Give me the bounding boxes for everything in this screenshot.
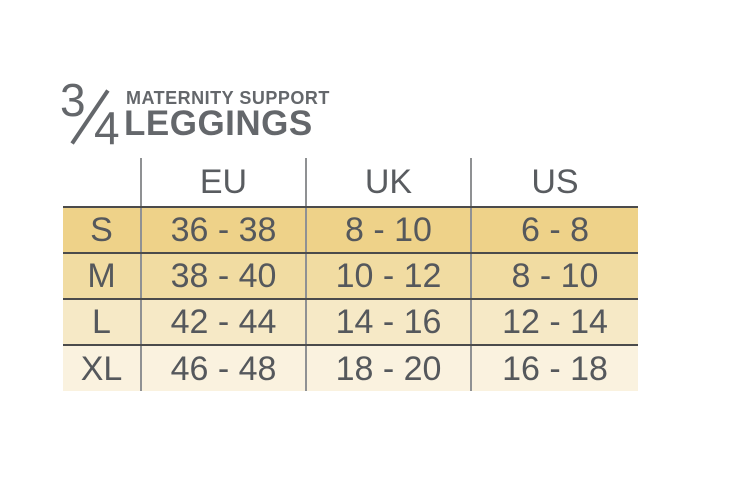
column-header-eu: EU bbox=[140, 158, 305, 206]
us-value: 8 - 10 bbox=[470, 254, 638, 298]
table-row-s: S 36 - 38 8 - 10 6 - 8 bbox=[63, 206, 638, 252]
product-title: LEGGINGS bbox=[124, 104, 313, 143]
uk-value: 18 - 20 bbox=[305, 346, 470, 391]
eu-value: 36 - 38 bbox=[140, 208, 305, 252]
table-header-row: EU UK US bbox=[63, 158, 638, 206]
size-label: M bbox=[87, 257, 116, 295]
table-row-m: M 38 - 40 10 - 12 8 - 10 bbox=[63, 252, 638, 298]
uk-value: 10 - 12 bbox=[305, 254, 470, 298]
uk-value: 8 - 10 bbox=[305, 208, 470, 252]
us-value: 6 - 8 bbox=[470, 208, 638, 252]
eu-value: 42 - 44 bbox=[140, 300, 305, 344]
fraction-numerator: 3 bbox=[60, 74, 86, 126]
fraction-denominator: 4 bbox=[94, 102, 120, 154]
three-quarter-fraction: 3 4 bbox=[60, 77, 126, 154]
table-row-l: L 42 - 44 14 - 16 12 - 14 bbox=[63, 298, 638, 344]
eu-value: 46 - 48 bbox=[140, 346, 305, 391]
size-chart-table: EU UK US S 36 - 38 8 - 10 6 - 8 M 38 - 4… bbox=[63, 158, 638, 391]
column-header-uk: UK bbox=[305, 158, 470, 206]
table-row-xl: XL 46 - 48 18 - 20 16 - 18 bbox=[63, 344, 638, 391]
eu-value: 38 - 40 bbox=[140, 254, 305, 298]
us-value: 16 - 18 bbox=[470, 346, 638, 391]
size-label: XL bbox=[80, 349, 123, 388]
size-label: L bbox=[92, 303, 111, 341]
size-label: S bbox=[90, 211, 113, 249]
header-cell-size bbox=[63, 158, 140, 206]
column-header-us: US bbox=[470, 158, 638, 206]
us-value: 12 - 14 bbox=[470, 300, 638, 344]
uk-value: 14 - 16 bbox=[305, 300, 470, 344]
product-subtitle: MATERNITY SUPPORT bbox=[126, 88, 330, 108]
